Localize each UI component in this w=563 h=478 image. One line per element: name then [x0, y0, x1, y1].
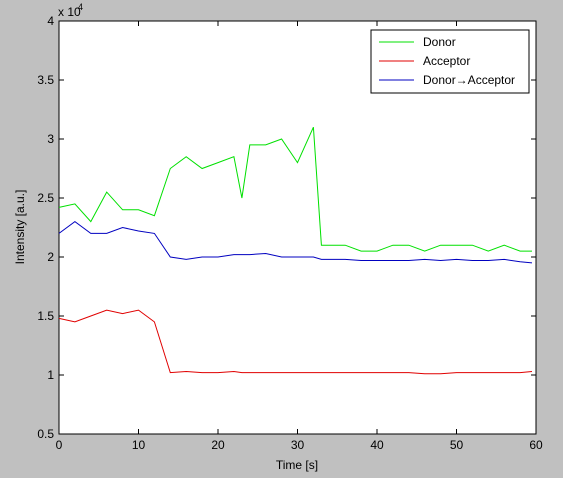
x-tick-label: 40: [370, 438, 384, 452]
acceptor-series-line: [58, 309, 533, 375]
y-tick-label: 4: [47, 14, 54, 28]
donor-acceptor-series-line: [58, 220, 533, 264]
y-scale-exponent: 4: [78, 2, 83, 12]
x-axis-label: Time [s]: [276, 458, 318, 472]
ticks-layer: 0 10 20 30 40 50 60 0.5 1 1.5 2 2.5 3 3.5 4: [37, 14, 543, 452]
legend: Donor Acceptor Donor→Acceptor: [370, 29, 530, 94]
x-tick-label: 50: [450, 438, 464, 452]
legend-label-donor: Donor: [423, 35, 456, 49]
donor-series-line: [58, 126, 532, 252]
y-tick-label: 0.5: [37, 427, 54, 441]
legend-label-acceptor: Acceptor: [423, 54, 470, 68]
x-tick-label: 30: [291, 438, 305, 452]
x-tick-label: 10: [132, 438, 146, 452]
y-axis-label: Intensity [a.u.]: [13, 190, 27, 265]
x-tick-label: 60: [529, 438, 543, 452]
x-tick-label: 0: [56, 438, 63, 452]
y-scale-label: x 10: [58, 5, 81, 19]
y-tick-label: 1: [47, 368, 54, 382]
y-tick-label: 2: [47, 250, 54, 264]
legend-label-donor-acceptor: Donor→Acceptor: [423, 73, 515, 87]
series-layer: [58, 126, 533, 375]
x-tick-label: 20: [211, 438, 225, 452]
y-tick-label: 2.5: [37, 191, 54, 205]
y-tick-label: 3: [47, 132, 54, 146]
y-tick-label: 3.5: [37, 73, 54, 87]
y-tick-label: 1.5: [37, 309, 54, 323]
